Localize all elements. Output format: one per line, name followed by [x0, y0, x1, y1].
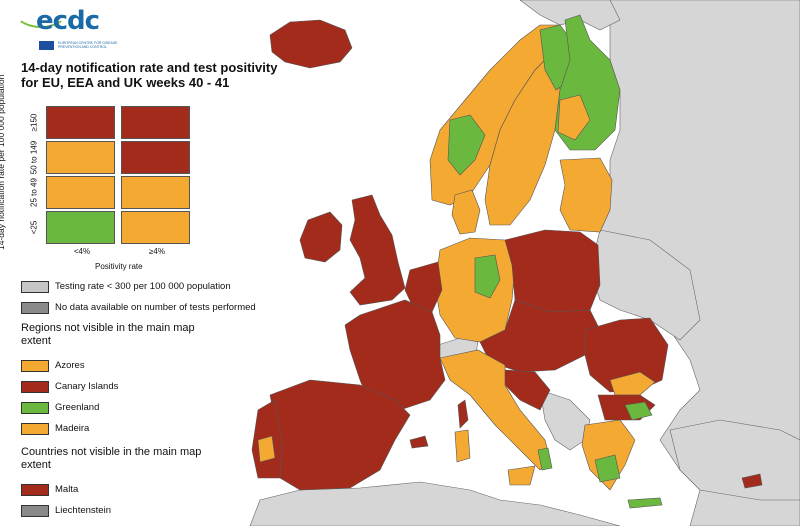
- legend-swatch: [21, 402, 49, 414]
- legend-swatch-light-grey: [21, 281, 49, 293]
- region-poland: [504, 229, 601, 313]
- legend-label: No data available on number of tests per…: [55, 302, 256, 313]
- legend-label: Madeira: [55, 423, 90, 434]
- matrix-x-tick: <4%: [73, 247, 91, 256]
- region-turkey: [669, 419, 800, 501]
- legend-label: Liechtenstein: [55, 505, 111, 516]
- matrix-cell: [121, 141, 190, 174]
- region-crete: [627, 497, 663, 509]
- legend-label: Canary Islands: [55, 381, 119, 392]
- region-italy-green: [537, 447, 553, 471]
- matrix-y-tick: 50 to 149: [29, 140, 39, 175]
- matrix-cell: [121, 106, 190, 139]
- matrix-y-tick: ≥150: [29, 113, 39, 132]
- region-bulgaria-green: [624, 401, 653, 421]
- countries-heading: Countries not visible in the main map ex…: [21, 446, 202, 471]
- legend-swatch: [21, 360, 49, 372]
- region-corsica: [457, 399, 469, 429]
- region-portugal-orange: [257, 435, 276, 463]
- legend-label: Testing rate < 300 per 100 000 populatio…: [55, 281, 231, 292]
- region-cyprus: [741, 473, 763, 489]
- matrix-cell: [46, 106, 115, 139]
- region-ireland: [299, 211, 343, 263]
- region-romania-orange: [609, 371, 656, 396]
- regions-heading: Regions not visible in the main map exte…: [21, 322, 195, 347]
- legend-label: Azores: [55, 360, 85, 371]
- region-france: [344, 299, 446, 411]
- matrix-y-tick: 25 to 49: [29, 178, 39, 207]
- region-balkans-nonEU: [539, 389, 591, 451]
- eu-flag-icon: [39, 41, 54, 50]
- region-finland-orange: [557, 94, 591, 141]
- logo-arc-icon: [14, 0, 68, 28]
- map-title: 14-day notification rate and test positi…: [21, 60, 278, 90]
- matrix-y-tick: <25: [29, 220, 39, 235]
- legend-swatch: [21, 381, 49, 393]
- region-sardinia: [454, 429, 471, 463]
- region-germany-green: [474, 254, 501, 299]
- legend-swatch: [21, 423, 49, 435]
- legend-label: Greenland: [55, 402, 100, 413]
- legend-swatch-dark-grey: [21, 302, 49, 314]
- region-norway-green: [447, 114, 486, 176]
- region-norway-north: [519, 0, 621, 31]
- matrix-cell: [46, 211, 115, 244]
- matrix-cell: [46, 176, 115, 209]
- matrix-cell: [121, 211, 190, 244]
- matrix-cell: [46, 141, 115, 174]
- region-united-kingdom: [349, 194, 406, 306]
- logo-text: ecdc: [36, 6, 100, 36]
- region-baltics: [559, 157, 613, 233]
- logo-subtitle: EUROPEAN CENTRE FOR DISEASE PREVENTION A…: [58, 41, 118, 49]
- legend-swatch: [21, 484, 49, 496]
- region-north-africa: [249, 481, 621, 526]
- legend-swatch: [21, 505, 49, 517]
- matrix-cell: [121, 176, 190, 209]
- region-iceland: [269, 19, 353, 69]
- region-sicily: [507, 465, 536, 486]
- ecdc-logo: ecdc EUROPEAN CENTRE FOR DISEASE PREVENT…: [6, 0, 126, 52]
- region-denmark: [451, 189, 481, 235]
- region-greece-green: [594, 454, 621, 483]
- matrix-x-tick: ≥4%: [149, 247, 165, 256]
- matrix-x-axis-label: Positivity rate: [95, 262, 143, 271]
- legend-label: Malta: [55, 484, 79, 495]
- region-balearics: [409, 435, 429, 449]
- matrix-y-axis-label: 14-day notification rate per 100 000 pop…: [0, 74, 6, 250]
